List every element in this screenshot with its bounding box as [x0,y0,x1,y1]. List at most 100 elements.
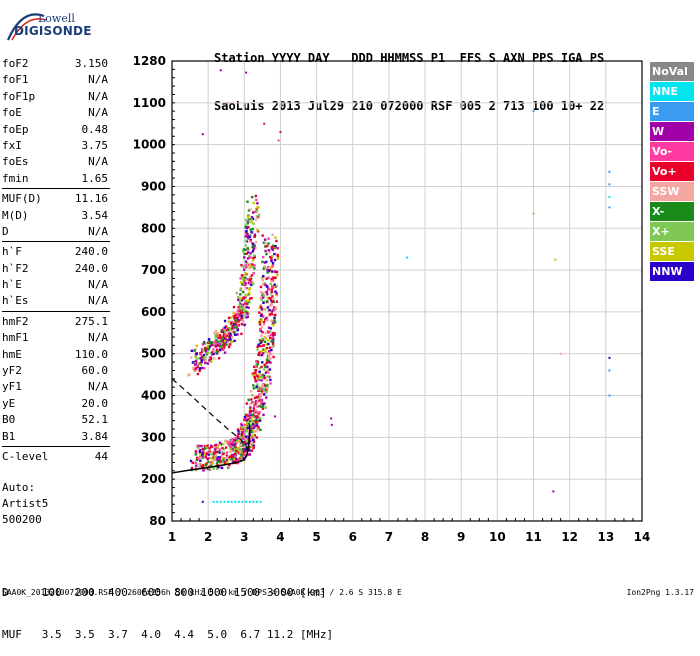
echo-point [276,253,279,257]
echo-point [271,336,274,340]
echo-point [243,304,247,308]
echo-point [248,266,252,270]
param-value: N/A [88,380,108,394]
echo-point [228,458,232,461]
echo-point [248,419,252,423]
echo-point [265,390,268,394]
echo-point [250,256,253,260]
echo-point [270,310,274,313]
echo-point [246,422,249,426]
echo-point [253,254,256,257]
echo-point [232,311,235,315]
echo-point [263,318,267,321]
echo-point [223,457,227,460]
echo-point [267,339,270,342]
param-row: foF1 N/A [2,72,110,88]
echo-point [234,322,237,326]
echo-point [260,401,264,404]
echo-point [252,440,256,443]
echo-point [554,258,557,261]
param-value: 60.0 [81,364,109,378]
echo-point [219,342,222,345]
echo-point [266,268,269,272]
echo-point [213,344,216,347]
echo-point [266,306,270,309]
echo-point [193,362,196,365]
echo-point [223,330,227,333]
echo-point [229,322,233,325]
echo-point [239,307,243,310]
echo-point [206,345,209,348]
x-tick-label: 3 [240,530,248,544]
param-key: h`F2 [2,261,29,275]
echo-point [246,312,249,315]
echo-point [212,357,216,360]
echo-point [265,292,269,296]
echo-point [199,456,202,459]
echo-point [241,276,244,279]
echo-point [251,259,255,262]
echo-point [246,421,249,424]
echo-point [268,313,272,316]
echo-point [270,266,273,269]
echo-point [208,341,211,344]
true-height-profile [171,424,251,474]
param-separator [2,188,110,190]
echo-point [252,282,255,285]
echo-point [266,365,269,369]
y-tick-label: 700 [141,263,166,277]
echo-point [216,465,220,469]
echo-point [406,256,408,259]
echo-point [259,314,263,317]
echo-point [276,273,279,277]
echo-point [196,445,200,449]
echo-point [254,415,258,418]
extrapolated-profile [171,378,250,454]
echo-point [263,281,266,285]
echo-point [233,438,236,442]
echo-point [214,453,218,457]
echo-point [243,256,246,259]
param-row: B1 3.84 [2,429,110,445]
echo-point [258,417,262,420]
echo-point [228,443,231,446]
echo-point [608,183,611,186]
echo-point [188,373,191,376]
echo-point [245,402,249,405]
echo-point [254,371,257,375]
echo-point [263,402,266,405]
echo-point [217,336,221,340]
echo-point [253,430,256,433]
echo-point [255,424,259,427]
echo-point [275,239,278,243]
echo-point [252,248,255,252]
echo-point [207,338,211,341]
echo-point [244,235,247,238]
echo-point [249,264,252,268]
echo-point [256,401,259,405]
echo-point [223,319,227,323]
echo-point [253,404,256,407]
echo-point [253,375,256,379]
param-value: N/A [88,224,108,238]
echo-point [250,398,253,401]
echo-point [220,347,224,350]
echo-point [252,387,256,390]
polarization-legend: NoVal NNE E W Vo- Vo+ SSW X- X+ SSE NNW [650,62,694,282]
echo-point [253,377,257,380]
echo-point [261,283,265,286]
echo-point [266,384,269,387]
echo-point [196,365,199,369]
echo-point [204,348,208,351]
echo-point [217,357,221,360]
echo-point [246,257,250,260]
echo-point [248,408,252,411]
echo-point [254,246,257,250]
echo-point [237,439,240,443]
echo-point [275,284,278,287]
x-tick-label: 8 [421,530,429,544]
param-row: h`E N/A [2,277,110,293]
echo-point [200,366,204,370]
echo-point [249,262,252,266]
echo-point [273,332,276,335]
